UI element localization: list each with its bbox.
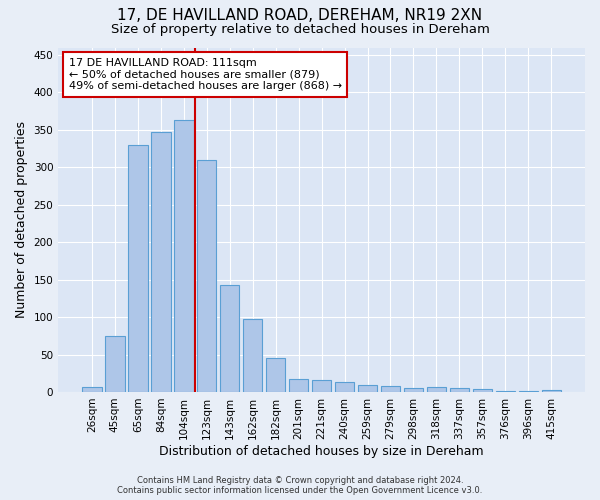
Bar <box>243 318 262 392</box>
Bar <box>220 285 239 392</box>
Bar <box>312 380 331 392</box>
Bar <box>105 336 125 392</box>
Y-axis label: Number of detached properties: Number of detached properties <box>15 121 28 318</box>
Bar <box>496 391 515 392</box>
X-axis label: Distribution of detached houses by size in Dereham: Distribution of detached houses by size … <box>159 444 484 458</box>
Bar <box>404 388 423 392</box>
Bar <box>289 379 308 392</box>
Bar <box>518 391 538 392</box>
Bar <box>266 358 286 392</box>
Text: Contains HM Land Registry data © Crown copyright and database right 2024.
Contai: Contains HM Land Registry data © Crown c… <box>118 476 482 495</box>
Text: 17, DE HAVILLAND ROAD, DEREHAM, NR19 2XN: 17, DE HAVILLAND ROAD, DEREHAM, NR19 2XN <box>118 8 482 22</box>
Bar <box>542 390 561 392</box>
Bar <box>174 120 194 392</box>
Bar <box>427 388 446 392</box>
Bar <box>197 160 217 392</box>
Bar <box>449 388 469 392</box>
Text: Size of property relative to detached houses in Dereham: Size of property relative to detached ho… <box>110 22 490 36</box>
Bar <box>358 385 377 392</box>
Bar <box>82 386 101 392</box>
Bar <box>335 382 355 392</box>
Text: 17 DE HAVILLAND ROAD: 111sqm
← 50% of detached houses are smaller (879)
49% of s: 17 DE HAVILLAND ROAD: 111sqm ← 50% of de… <box>69 58 342 91</box>
Bar <box>128 145 148 392</box>
Bar <box>381 386 400 392</box>
Bar <box>151 132 170 392</box>
Bar <box>473 389 492 392</box>
